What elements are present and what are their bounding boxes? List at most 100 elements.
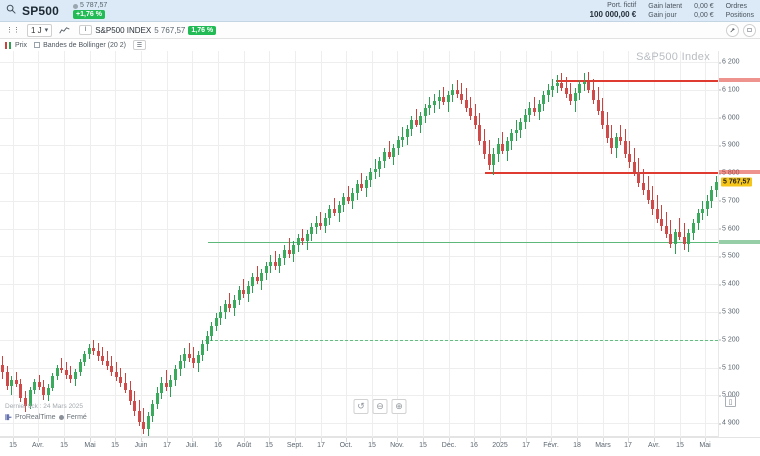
candle-wick bbox=[229, 292, 230, 313]
current-price-tag: 5 767,57 bbox=[721, 177, 753, 187]
symbol-type-icon: I bbox=[79, 25, 93, 35]
zoom-in-button[interactable]: ⊕ bbox=[391, 399, 407, 414]
grid-line-vertical bbox=[397, 51, 398, 437]
candle-body bbox=[542, 95, 545, 104]
candle-wick bbox=[416, 109, 417, 128]
positions-label[interactable]: Positions bbox=[725, 12, 754, 19]
time-axis[interactable]: 15 Avr. 15 Mai 15 Juin 17 Juil. 16 Août 15 Sept. 17 O… bbox=[0, 437, 760, 456]
panel-toggle-button[interactable]: ▯ bbox=[725, 396, 736, 407]
candle-wick bbox=[620, 124, 621, 146]
fullscreen-icon[interactable] bbox=[743, 23, 756, 37]
indicator-icon[interactable] bbox=[56, 24, 73, 37]
candle-body bbox=[497, 144, 500, 154]
candle-body bbox=[333, 209, 336, 214]
candle-body bbox=[438, 96, 441, 101]
candle-body bbox=[233, 299, 236, 308]
grid-line-vertical bbox=[38, 51, 39, 437]
price-axis-tick: 5 100 bbox=[719, 364, 740, 372]
axis-band-support-lower bbox=[719, 169, 760, 174]
grid-line-vertical bbox=[423, 51, 424, 437]
candle-body bbox=[574, 92, 577, 101]
candle-body bbox=[188, 353, 191, 358]
price-plot-area[interactable]: S&P500 Index bbox=[0, 51, 718, 437]
grid-line-horizontal bbox=[0, 367, 718, 369]
candle-body bbox=[169, 380, 172, 387]
time-axis-separator bbox=[141, 438, 142, 442]
candle-body bbox=[151, 403, 154, 417]
candle-body bbox=[551, 85, 554, 90]
legend-item-bollinger[interactable]: Bandes de Bollinger (20 2) bbox=[34, 42, 126, 49]
price-axis-tick: 5 200 bbox=[719, 336, 740, 344]
axis-band-support-green bbox=[719, 239, 760, 244]
wrench-icon[interactable] bbox=[726, 23, 739, 37]
annotation-support-green[interactable] bbox=[208, 241, 718, 243]
orders-positions-block[interactable]: Ordres Positions bbox=[720, 0, 760, 22]
candle-body bbox=[133, 400, 136, 411]
candle-body bbox=[306, 234, 309, 242]
symbol-price: 5 767,57 bbox=[154, 25, 186, 35]
candle-body bbox=[701, 209, 704, 214]
zoom-out-button[interactable]: ⊖ bbox=[372, 399, 388, 414]
reset-zoom-button[interactable]: ↺ bbox=[353, 399, 369, 414]
candle-body bbox=[592, 89, 595, 100]
candle-wick bbox=[11, 375, 12, 396]
checkbox-icon[interactable] bbox=[34, 42, 41, 48]
candle-body bbox=[56, 367, 59, 376]
grid-line-vertical bbox=[551, 51, 552, 437]
candle-wick bbox=[302, 228, 303, 246]
candle-body bbox=[115, 371, 118, 378]
time-axis-separator bbox=[244, 438, 245, 442]
timeframe-selector[interactable]: 1 J ▾ bbox=[27, 23, 53, 37]
orders-label[interactable]: Ordres bbox=[725, 2, 747, 10]
candle-body bbox=[88, 348, 91, 354]
candle-body bbox=[101, 356, 104, 361]
search-icon[interactable] bbox=[0, 4, 22, 17]
candle-body bbox=[442, 96, 445, 103]
time-axis-separator bbox=[269, 438, 270, 442]
status-dot-icon bbox=[73, 3, 79, 9]
candle-body bbox=[687, 232, 690, 244]
grid-line-vertical bbox=[115, 51, 116, 437]
candle-body bbox=[710, 189, 713, 201]
candle-body bbox=[356, 184, 359, 193]
candle-body bbox=[365, 180, 368, 189]
symbol-ticker[interactable]: SP500 bbox=[22, 3, 60, 18]
candle-body bbox=[501, 144, 504, 151]
candle-wick bbox=[320, 212, 321, 231]
candle-body bbox=[565, 88, 568, 95]
candle-body bbox=[278, 257, 281, 267]
time-axis-tick: 15 bbox=[111, 442, 119, 449]
candle-body bbox=[15, 380, 18, 384]
chart-watermark: S&P500 Index bbox=[636, 51, 710, 63]
candle-wick bbox=[679, 217, 680, 240]
time-axis-separator bbox=[680, 438, 681, 442]
quote-price: 5 787,57 bbox=[80, 2, 108, 10]
grid-line-vertical bbox=[141, 51, 142, 437]
price-axis-tick: 5 900 bbox=[719, 141, 740, 149]
price-axis-tick: 5 000 bbox=[719, 392, 740, 399]
candle-body bbox=[606, 124, 609, 139]
candle-wick bbox=[443, 87, 444, 106]
candle-body bbox=[92, 348, 95, 351]
drag-handle-icon[interactable]: ⋮⋮ bbox=[6, 27, 20, 34]
legend-item-price[interactable]: Prix bbox=[5, 41, 27, 49]
grid-line-vertical bbox=[705, 51, 706, 437]
candle-wick bbox=[643, 169, 644, 196]
grid-line-vertical bbox=[577, 51, 578, 437]
time-axis-tick: 2025 bbox=[492, 442, 508, 449]
price-axis-tick: 5 700 bbox=[719, 197, 740, 205]
candle-wick bbox=[166, 370, 167, 392]
quote-block: 5 787,57 +1,76 % bbox=[73, 2, 108, 19]
candle-body bbox=[456, 89, 459, 95]
annotation-support-lower[interactable] bbox=[484, 171, 718, 174]
time-axis-tick: Avr. bbox=[648, 442, 660, 449]
chevron-down-icon: ▾ bbox=[44, 27, 49, 34]
candle-wick bbox=[648, 175, 649, 204]
annotation-level-green-dashed[interactable] bbox=[204, 340, 718, 342]
legend-bollinger-label: Bandes de Bollinger (20 2) bbox=[43, 41, 126, 49]
time-axis-tick: Nov. bbox=[390, 442, 404, 449]
symbol-chip[interactable]: I S&P500 INDEX 5 767,57 1,76 % bbox=[79, 25, 217, 35]
legend-list-icon[interactable]: ☰ bbox=[132, 40, 146, 50]
annotation-resistance-upper[interactable] bbox=[556, 80, 718, 83]
